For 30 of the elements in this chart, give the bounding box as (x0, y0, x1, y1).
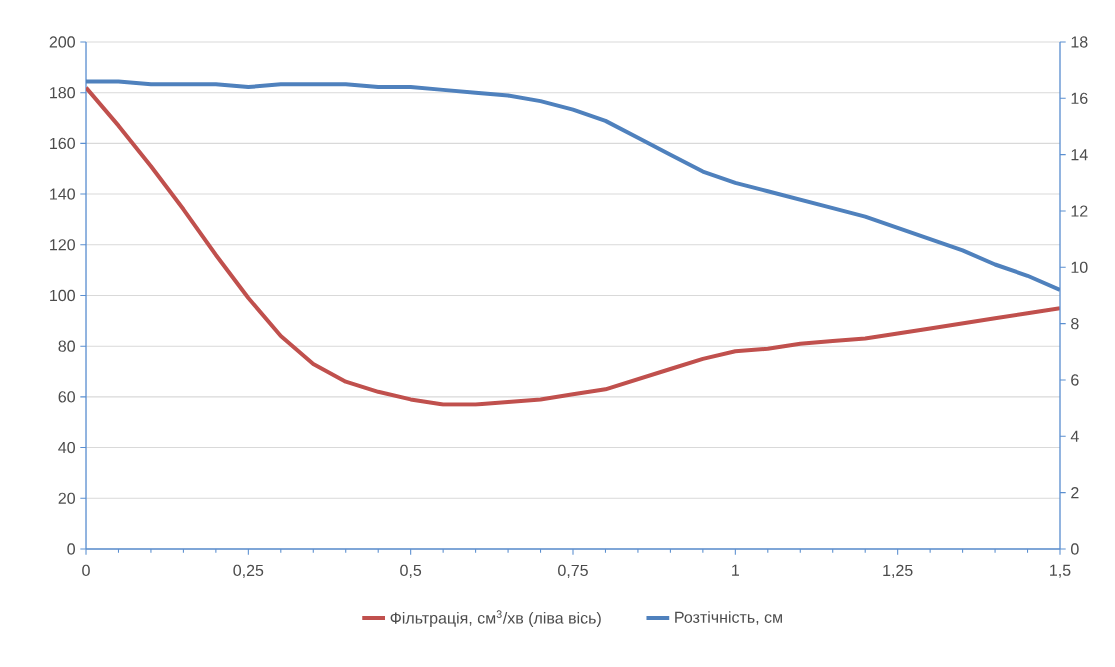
y2-tick-label: 12 (1071, 205, 1088, 217)
legend-label: Розтічність, см (675, 611, 782, 625)
y-tick-label: 80 (58, 340, 75, 352)
y2-tick-label: 8 (1071, 318, 1079, 330)
x-tick-label: 0,75 (558, 564, 588, 578)
x-tick-label: 0,25 (233, 564, 264, 578)
y-tick-label: 200 (49, 36, 75, 48)
y-tick-label: 100 (50, 289, 75, 302)
y-tick-label: 120 (50, 239, 75, 251)
y-tick-label: 140 (50, 188, 75, 200)
y2-tick-label: 14 (1071, 149, 1088, 161)
y-tick-label: 0 (67, 543, 75, 555)
y-tick-label: 160 (50, 137, 75, 150)
x-tick-label: 0 (82, 564, 90, 577)
y2-tick-label: 4 (1070, 430, 1079, 442)
y-tick-label: 40 (58, 441, 75, 454)
y2-tick-label: 16 (1071, 92, 1088, 104)
x-tick-label: 0,5 (400, 564, 422, 578)
y2-tick-label: 6 (1071, 374, 1079, 386)
x-tick-label: 1 (732, 564, 739, 576)
y2-tick-label: 18 (1071, 36, 1088, 48)
y2-tick-label: 10 (1071, 261, 1088, 273)
y2-tick-label: 0 (1071, 543, 1079, 555)
y-tick-label: 180 (50, 87, 75, 99)
y2-tick-label: 2 (1071, 487, 1079, 499)
x-tick-label: 1,25 (883, 564, 913, 578)
y-tick-label: 60 (58, 391, 75, 403)
x-tick-label: 1,5 (1050, 564, 1071, 578)
y-tick-label: 20 (58, 492, 75, 504)
legend-label: Фільтрація, см$^{3}$/хв (ліва вісь) (390, 610, 601, 627)
